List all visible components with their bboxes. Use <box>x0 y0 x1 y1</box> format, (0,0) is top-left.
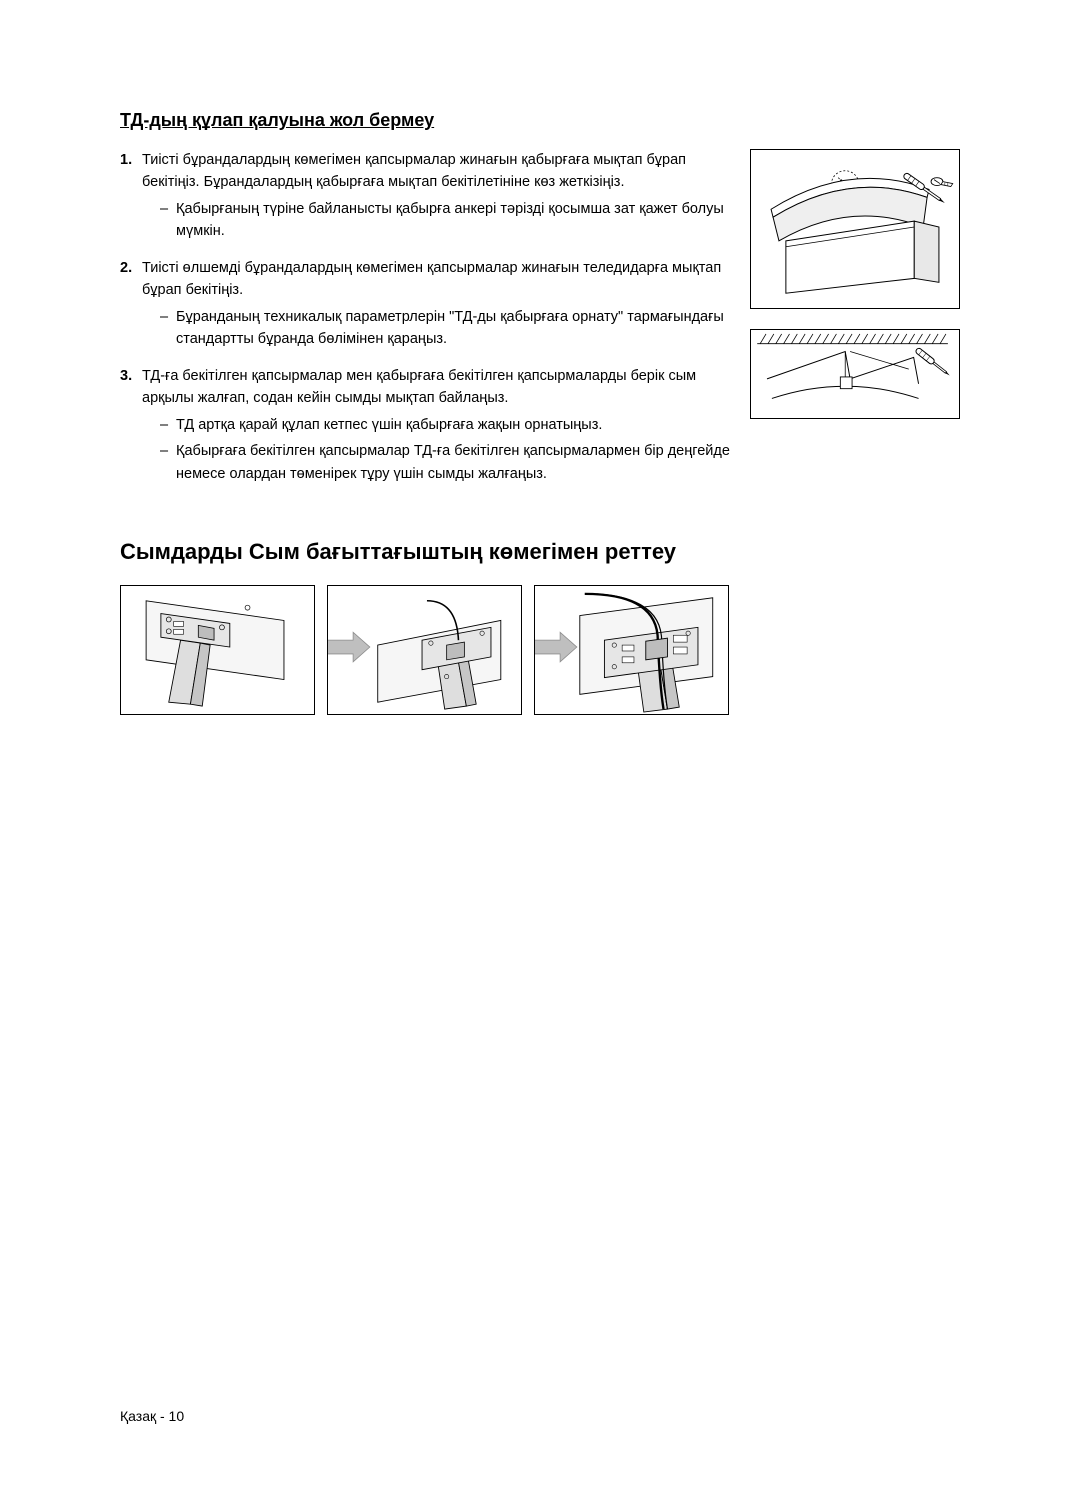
cable-figures-row <box>120 585 960 715</box>
step-sub: Қабырғаның түріне байланысты қабырға анк… <box>160 198 730 243</box>
step-text: Тиісті өлшемді бұрандалардың көмегімен қ… <box>142 260 721 298</box>
step-sub: Қабырғаға бекітілген қапсырмалар ТД-ға б… <box>160 440 730 485</box>
step-text: Тиісті бұрандалардың көмегімен қапсырмал… <box>142 152 686 190</box>
content-row: 1. Тиісті бұрандалардың көмегімен қапсыр… <box>120 149 960 499</box>
step-1: 1. Тиісті бұрандалардың көмегімен қапсыр… <box>120 149 730 247</box>
step-text: ТД-ға бекітілген қапсырмалар мен қабырға… <box>142 368 696 406</box>
figure-cable-step-2 <box>327 585 522 715</box>
steps-column: 1. Тиісті бұрандалардың көмегімен қапсыр… <box>120 149 730 499</box>
main-heading: Сымдарды Сым бағыттағыштың көмегімен рет… <box>120 539 960 565</box>
arrow-icon <box>535 632 577 662</box>
figure-tv-wall-mount <box>750 149 960 309</box>
step-sub: ТД артқа қарай құлап кетпес үшін қабырға… <box>160 414 730 436</box>
step-number: 2. <box>120 257 142 355</box>
step-2: 2. Тиісті өлшемді бұрандалардың көмегіме… <box>120 257 730 355</box>
step-number: 1. <box>120 149 142 247</box>
step-number: 3. <box>120 365 142 489</box>
figure-cable-step-1 <box>120 585 315 715</box>
figure-wall-bracket <box>750 329 960 419</box>
section-title: ТД-дың құлап қалуына жол бермеу <box>120 110 960 131</box>
page-footer: Қазақ - 10 <box>120 1408 184 1424</box>
figure-cable-step-3 <box>534 585 729 715</box>
step-sub: Бұранданың техникалық параметрлерін "ТД-… <box>160 306 730 351</box>
arrow-icon <box>328 632 370 662</box>
steps-list: 1. Тиісті бұрандалардың көмегімен қапсыр… <box>120 149 730 489</box>
step-3: 3. ТД-ға бекітілген қапсырмалар мен қабы… <box>120 365 730 489</box>
figure-column <box>750 149 960 499</box>
